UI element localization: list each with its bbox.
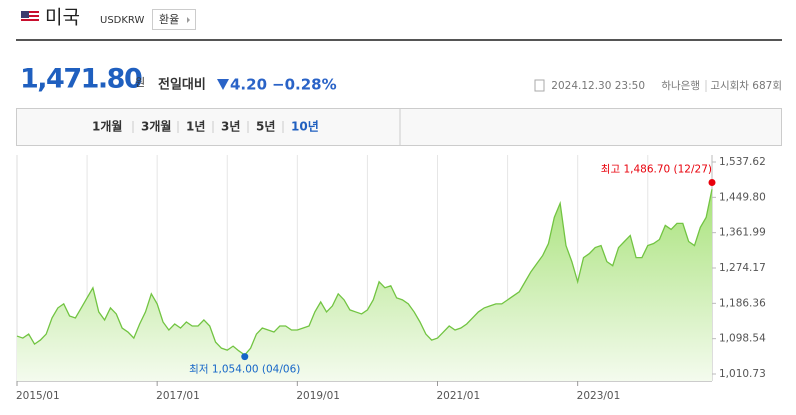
round: 고시회차 687회 xyxy=(710,80,782,92)
datetime: 2024.12.30 23:50 xyxy=(551,80,645,92)
code: USDKRW xyxy=(100,15,144,26)
tab[interactable]: 1년 xyxy=(186,120,205,134)
y-tick-label: 1,098.54 xyxy=(719,333,766,345)
country: 미국 xyxy=(45,7,80,29)
x-tick-label: 2017/01 xyxy=(156,390,200,402)
tab[interactable]: 5년 xyxy=(256,120,275,134)
y-tick-label: 1,186.36 xyxy=(719,297,766,309)
y-tick-label: 1,274.17 xyxy=(719,262,766,274)
y-tick-label: 1,010.73 xyxy=(719,368,766,380)
extreme-label: 최고 1,486.70 (12/27) xyxy=(601,163,712,175)
area xyxy=(17,189,712,381)
tab[interactable]: 10년 xyxy=(291,120,319,134)
x-tick-label: 2023/01 xyxy=(577,390,621,402)
y-tick-label: 1,449.80 xyxy=(719,191,766,203)
extreme-label: 최저 1,054.00 (04/06) xyxy=(189,364,300,376)
tab[interactable]: 3년 xyxy=(221,120,240,134)
tab[interactable]: 1개월 xyxy=(92,119,122,134)
price: 1,471.80 xyxy=(20,64,142,95)
exchange-button[interactable]: 환율 xyxy=(152,9,196,30)
tab[interactable]: 3개월 xyxy=(141,119,171,134)
tab-bar xyxy=(16,108,782,146)
change-label: 전일대비 xyxy=(158,77,206,93)
x-tick-label: 2015/01 xyxy=(16,390,60,402)
unit: 원 xyxy=(135,76,145,89)
down-arrow xyxy=(217,79,229,90)
time-icon xyxy=(534,79,545,92)
line xyxy=(16,189,713,356)
change-rate: −0.28% xyxy=(272,76,337,94)
x-tick-label: 2021/01 xyxy=(437,390,481,402)
extreme-marker xyxy=(708,178,716,186)
extreme-marker xyxy=(241,353,249,361)
y-tick-label: 1,361.99 xyxy=(719,227,766,239)
bank: 하나은행 xyxy=(661,79,700,92)
change: 4.20 xyxy=(230,76,267,94)
button-label[interactable]: 환율 xyxy=(159,13,179,26)
y-tick-label: 1,537.62 xyxy=(719,156,766,168)
flag xyxy=(21,11,39,23)
x-tick-label: 2019/01 xyxy=(296,390,340,402)
